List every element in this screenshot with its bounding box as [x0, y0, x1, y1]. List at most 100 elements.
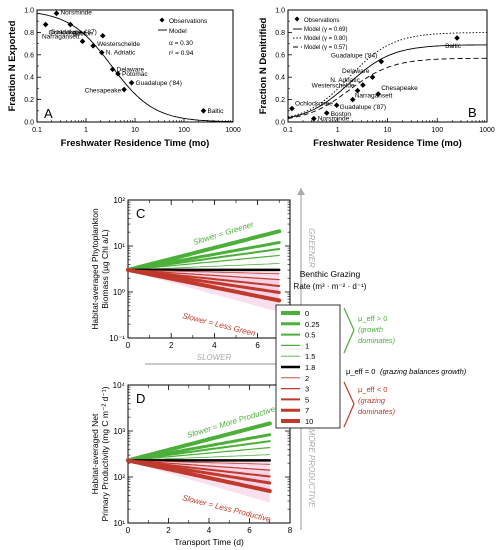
- point-label: Potomac: [122, 71, 148, 78]
- grazing-legend-rate: 2: [305, 374, 309, 383]
- data-point: [98, 49, 105, 56]
- x-tick-label: 1000: [225, 127, 241, 134]
- point-label: N. Adriatic: [330, 77, 360, 84]
- model-curve-gamma-0.57: [287, 57, 487, 119]
- series-line-grazing-0.25: [126, 241, 281, 272]
- x-tick-label: 6: [255, 341, 260, 350]
- panel-letter: A: [44, 106, 53, 121]
- slower-label: SLOWER: [197, 353, 232, 362]
- grazing-legend-rate: 10: [305, 417, 313, 426]
- x-tick-label: 0: [126, 526, 131, 535]
- uncertainty-band: [128, 459, 270, 503]
- green-regime-note-1: (growth: [358, 325, 383, 334]
- y-axis-label-line2: Biomass (µg Chl a/L): [100, 229, 110, 309]
- grazing-legend-rate: 3: [305, 385, 309, 394]
- data-point: [378, 58, 385, 65]
- point-label: Norsminde: [60, 9, 92, 16]
- black-regime-label: μ_eff = 0: [346, 367, 375, 376]
- data-point: [42, 21, 49, 28]
- legend-marker-observations: [159, 17, 165, 23]
- greener-arrow-head: [297, 188, 305, 195]
- y-tick-label: 10³: [113, 427, 125, 436]
- x-tick-label: 100: [178, 127, 190, 134]
- x-tick-label: 8: [288, 526, 293, 535]
- y-tick-label: 0.2: [275, 97, 285, 104]
- panel-letter: D: [136, 391, 145, 406]
- annotation-alpha: α = 0.30: [169, 40, 193, 47]
- panel-letter: C: [136, 206, 145, 221]
- data-point: [109, 66, 116, 73]
- grazing-legend-rate: 1: [305, 341, 309, 350]
- red-regime-label: μ_eff < 0: [358, 385, 387, 394]
- y-tick-label: 1.0: [275, 8, 285, 15]
- red-bracket: [343, 381, 355, 428]
- data-point: [128, 80, 135, 86]
- annotation-red: Slower = Less Green: [182, 311, 257, 338]
- x-tick-label: 0.1: [32, 127, 42, 134]
- point-label: Boston: [72, 31, 93, 38]
- series-line-grazing-3: [127, 269, 280, 281]
- grazing-legend-rate: 1.5: [305, 352, 315, 361]
- y-axis-label-line1: Habitat-averaged Phytoplankton: [90, 208, 100, 330]
- uncertainty-band: [128, 269, 280, 313]
- data-point: [310, 115, 317, 122]
- y-tick-label: 0.6: [24, 52, 34, 59]
- y-tick-label: 10¹: [113, 242, 125, 251]
- green-regime-note-2: dominates): [358, 336, 396, 345]
- x-tick-label: 100: [431, 127, 443, 134]
- point-label: Guadalupe ('87): [340, 104, 386, 111]
- point-label: Narragansett: [355, 93, 393, 100]
- series-line-grazing-0.5: [127, 440, 271, 462]
- series-line-grazing-10: [126, 458, 272, 493]
- point-label: Narragansett: [42, 33, 80, 40]
- y-axis-label-line2: Primary Productivity (mg C m⁻² d⁻¹): [100, 386, 110, 521]
- annotation-green: Slower = Greener: [192, 220, 255, 247]
- data-point: [200, 108, 207, 114]
- point-label: N. Adriatic: [106, 50, 136, 57]
- grazing-legend-rate: 0: [305, 309, 309, 318]
- data-point: [289, 105, 295, 112]
- y-tick-label: 10²: [113, 196, 125, 205]
- greener-label: GREENER: [307, 228, 316, 268]
- grazing-legend-rate: 5: [305, 395, 309, 404]
- y-tick-label: 10⁴: [113, 381, 126, 390]
- series-line-grazing-2: [127, 269, 280, 275]
- legend-marker-observations: [294, 16, 300, 22]
- x-axis-label: Freshwater Residence Time (mo): [313, 138, 462, 149]
- x-tick-label: 10: [384, 127, 392, 134]
- point-label: Baltic: [207, 108, 224, 115]
- data-point: [115, 71, 121, 77]
- x-tick-label: 2: [166, 526, 171, 535]
- point-label: Baltic: [445, 43, 462, 50]
- point-label: Guadalupe ('84): [136, 80, 182, 87]
- data-point: [454, 35, 460, 41]
- point-label: Guadalupe ('87): [50, 29, 96, 36]
- data-point: [369, 74, 376, 80]
- data-point: [121, 86, 127, 93]
- y-tick-label: 1.0: [24, 8, 34, 15]
- x-tick-label: 4: [212, 341, 217, 350]
- panel-letter: B: [468, 105, 477, 120]
- grazing-legend-title-line2: Rate (m³ · m⁻² · d⁻¹): [294, 282, 367, 291]
- series-line-grazing-1: [127, 447, 271, 461]
- series-line-grazing-1: [127, 254, 280, 271]
- y-axis-label: Fraction N Exported: [7, 20, 18, 111]
- green-regime-label: μ_eff > 0: [358, 314, 387, 323]
- y-tick-label: 0.0: [24, 120, 34, 127]
- y-tick-label: 0.8: [275, 30, 285, 37]
- y-tick-label: 10⁻¹: [109, 334, 125, 343]
- legend-label-gamma-0.57: Model (γ = 0.57): [304, 45, 348, 51]
- data-point: [360, 82, 366, 88]
- data-point: [323, 110, 330, 116]
- grazing-legend-rate: 1.8: [305, 363, 315, 372]
- x-tick-label: 4: [207, 526, 212, 535]
- legend-label-observations: Observations: [304, 18, 339, 24]
- y-tick-label: 10²: [113, 473, 125, 482]
- y-tick-label: 0.2: [24, 97, 34, 104]
- series-line-grazing-0.25: [126, 433, 272, 462]
- green-bracket: [343, 307, 355, 354]
- y-tick-label: 0.6: [275, 52, 285, 59]
- point-label: Ochlockonee: [49, 30, 87, 37]
- grazing-legend-title-line1: Benthic Grazing: [300, 269, 361, 279]
